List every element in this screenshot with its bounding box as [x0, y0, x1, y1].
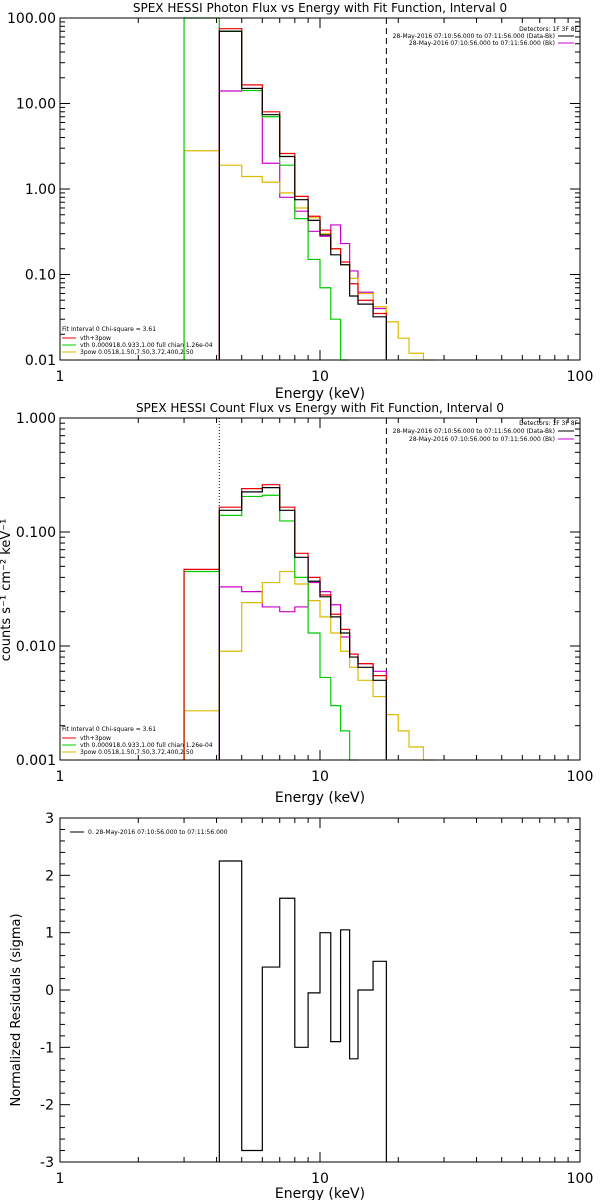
- photon-legend-data-bk: 28-May-2016 07:10:56.000 to 07:11:56.000…: [393, 33, 555, 40]
- count-fit-vth: vth 0.000918,0.933,1.00 full chian 1.26e…: [80, 742, 213, 749]
- photon-fit-3pow: 3pow 0.0518,1.50,7.50,3.72,400,2.50: [80, 349, 194, 356]
- series-3pow-step: [183, 570, 437, 761]
- x-tick-label: 1: [56, 769, 65, 785]
- y-tick-label: 100.00: [7, 11, 56, 27]
- x-tick-label: 100: [567, 769, 594, 785]
- series-vth-step: [183, 17, 350, 361]
- residuals-series: [218, 860, 387, 1162]
- x-tick-label: 10: [311, 369, 329, 385]
- y-tick-label: 2: [45, 868, 54, 884]
- count-top-legend: Detectors: 1F 3F 8F 28-May-2016 07:10:56…: [393, 420, 579, 443]
- y-tick-label: 0: [45, 983, 54, 999]
- y-tick-label: 1: [45, 926, 54, 942]
- residuals-panel: Normalized Residuals (sigma) 1 10 100-3-2-…: [9, 811, 593, 1200]
- y-tick-label: 0.01: [25, 353, 56, 369]
- y-tick-label: 0.001: [16, 753, 56, 769]
- y-tick-label: 0.100: [16, 525, 56, 541]
- y-tick-label: 10.00: [16, 97, 56, 113]
- y-tick-label: 1.00: [25, 182, 56, 198]
- x-tick-label: 100: [567, 1171, 594, 1187]
- photon-fit-vth: vth 0.000918,0.933,1.00 full chian 1.26e…: [80, 342, 213, 349]
- y-tick-label: -1: [40, 1040, 54, 1056]
- series-data-bk-step: [218, 30, 387, 360]
- count-plot-frame: [59, 417, 581, 761]
- photon-fit-legend: Fit Interval 0 Chi-square = 3.61 vth+3po…: [62, 326, 213, 356]
- photon-plot-frame: [59, 17, 581, 361]
- series-vth-3pow-step: [183, 484, 387, 760]
- series-residuals-step: [218, 860, 387, 1162]
- photon-x-axis-label: Energy (keV): [275, 386, 365, 402]
- count-x-axis-label: Energy (keV): [275, 790, 365, 806]
- count-series: [183, 418, 437, 761]
- count-fit-heading: Fit Interval 0 Chi-square = 3.61: [62, 726, 156, 733]
- series-bk-step: [218, 581, 387, 760]
- x-tick-label: 1: [56, 369, 65, 385]
- x-tick-label: 100: [567, 369, 594, 385]
- photon-series: [183, 17, 437, 361]
- series-3pow-step: [183, 150, 437, 361]
- count-fit-total: vth+3pow: [80, 735, 111, 742]
- x-tick-label: 10: [311, 769, 329, 785]
- y-tick-label: 0.010: [16, 639, 56, 655]
- series-vth-step: [183, 494, 358, 761]
- series-vth-3pow-step: [218, 28, 387, 360]
- y-tick-label: 1.000: [16, 411, 56, 427]
- count-axes: 1 10 100 0.001 0.010 0.100 1.000: [16, 411, 593, 785]
- y-tick-label: -2: [40, 1098, 54, 1114]
- photon-fit-heading: Fit Interval 0 Chi-square = 3.61: [62, 326, 156, 333]
- residuals-legend-text: 0. 28-May-2016 07:10:56.000 to 07:11:56.…: [88, 829, 228, 836]
- series-data-bk-step: [218, 487, 387, 760]
- photon-flux-panel: SPEX HESSI Photon Flux vs Energy with Fi…: [7, 1, 593, 402]
- residuals-axes: 1 10 100 -3 -2 -1 0 1 2 3: [40, 811, 593, 1187]
- count-detectors-label: Detectors: 1F 3F 8F: [519, 420, 578, 427]
- residuals-plot-frame: [59, 817, 581, 1163]
- count-fit-3pow: 3pow 0.0518,1.50,7.50,3.72,400,2.50: [80, 749, 194, 756]
- residuals-x-axis-label: Energy (keV): [275, 1186, 365, 1200]
- photon-top-legend: Detectors: 1F 3F 8F 28-May-2016 07:10:56…: [393, 26, 579, 47]
- residuals-y-axis-label: Normalized Residuals (sigma): [9, 913, 24, 1106]
- x-tick-label: 1: [56, 1171, 65, 1187]
- photon-legend-bk: 28-May-2016 07:10:56.000 to 07:11:56.000…: [409, 40, 555, 47]
- photon-detectors-label: Detectors: 1F 3F 8F: [519, 26, 578, 33]
- photon-fit-total: vth+3pow: [80, 335, 111, 342]
- y-tick-label: 0.10: [25, 268, 56, 284]
- photon-axes: 1 10 100 0.01 0.10 1.00 10.00 100.00: [7, 11, 593, 385]
- count-y-axis-label: counts s⁻¹ cm⁻² keV⁻¹: [0, 519, 14, 662]
- y-tick-label: 3: [45, 811, 54, 827]
- count-legend-data-bk: 28-May-2016 07:10:56.000 to 07:11:56.000…: [393, 428, 555, 435]
- series-bk-step: [218, 87, 387, 360]
- x-tick-label: 10: [311, 1171, 329, 1187]
- y-tick-label: -3: [40, 1155, 54, 1171]
- count-legend-bk: 28-May-2016 07:10:56.000 to 07:11:56.000…: [409, 436, 555, 443]
- count-flux-panel: SPEX HESSI Count Flux vs Energy with Fit…: [0, 401, 593, 806]
- count-chart-title: SPEX HESSI Count Flux vs Energy with Fit…: [136, 401, 504, 415]
- count-fit-legend: Fit Interval 0 Chi-square = 3.61 vth+3po…: [62, 726, 213, 756]
- residuals-legend: 0. 28-May-2016 07:10:56.000 to 07:11:56.…: [70, 829, 228, 836]
- photon-chart-title: SPEX HESSI Photon Flux vs Energy with Fi…: [133, 1, 507, 15]
